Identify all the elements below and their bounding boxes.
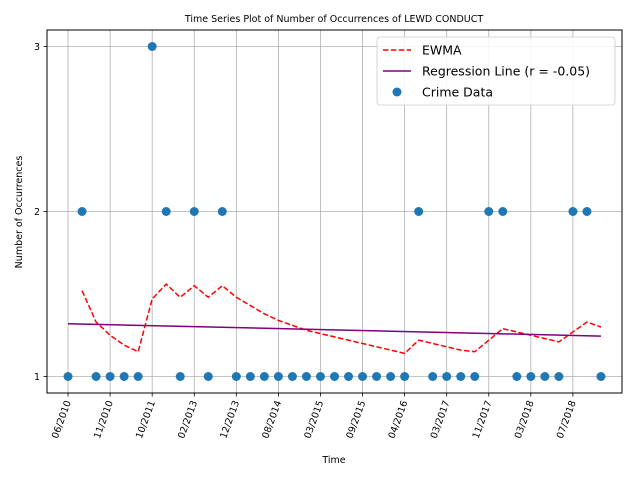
- legend-swatch: [392, 87, 402, 97]
- legend-label: EWMA: [422, 43, 462, 58]
- data-point: [414, 207, 424, 216]
- ewma-line: [81, 283, 602, 355]
- y-axis-label: Number of Occurrences: [14, 156, 25, 269]
- data-point: [133, 372, 143, 381]
- data-point: [91, 372, 101, 381]
- data-point: [358, 372, 368, 381]
- regression-line: [68, 322, 601, 337]
- data-point: [470, 372, 480, 381]
- data-point: [259, 372, 269, 381]
- data-point: [287, 372, 297, 381]
- data-point: [400, 372, 410, 381]
- y-tick-label: 3: [34, 42, 40, 53]
- data-point: [231, 372, 241, 381]
- data-point: [540, 372, 550, 381]
- data-point: [526, 372, 536, 381]
- data-point: [512, 372, 522, 381]
- data-point: [344, 372, 354, 381]
- data-point: [372, 372, 382, 381]
- data-point: [596, 372, 606, 381]
- data-point: [175, 372, 185, 381]
- data-point: [301, 372, 311, 381]
- legend-label: Crime Data: [422, 85, 493, 100]
- y-tick-label: 2: [34, 207, 40, 218]
- data-point: [105, 372, 115, 381]
- data-point: [484, 207, 494, 216]
- data-point: [77, 207, 87, 216]
- data-point: [554, 372, 564, 381]
- data-point: [456, 372, 466, 381]
- data-point: [386, 372, 396, 381]
- data-point: [582, 207, 592, 216]
- x-axis-label: Time: [321, 455, 345, 466]
- data-point: [203, 372, 213, 381]
- data-point: [245, 372, 255, 381]
- data-point: [442, 372, 452, 381]
- chart-title: Time Series Plot of Number of Occurrence…: [184, 14, 484, 25]
- legend-box: [376, 36, 616, 106]
- data-point: [568, 207, 578, 216]
- data-point: [330, 372, 339, 381]
- data-point: [189, 207, 199, 216]
- data-point: [498, 207, 508, 216]
- legend-label: Regression Line (r = -0.05): [422, 64, 590, 79]
- legend: EWMA Regression Line (r = -0.05) Crime Dat…: [376, 36, 616, 106]
- data-point: [217, 207, 227, 216]
- data-point: [63, 372, 73, 381]
- plot-series: [63, 42, 606, 381]
- data-point: [273, 372, 283, 381]
- data-point: [147, 42, 157, 51]
- data-point: [161, 207, 171, 216]
- y-tick-label: 1: [34, 372, 40, 383]
- data-point: [119, 372, 129, 381]
- data-point: [428, 372, 438, 381]
- data-point: [315, 372, 325, 381]
